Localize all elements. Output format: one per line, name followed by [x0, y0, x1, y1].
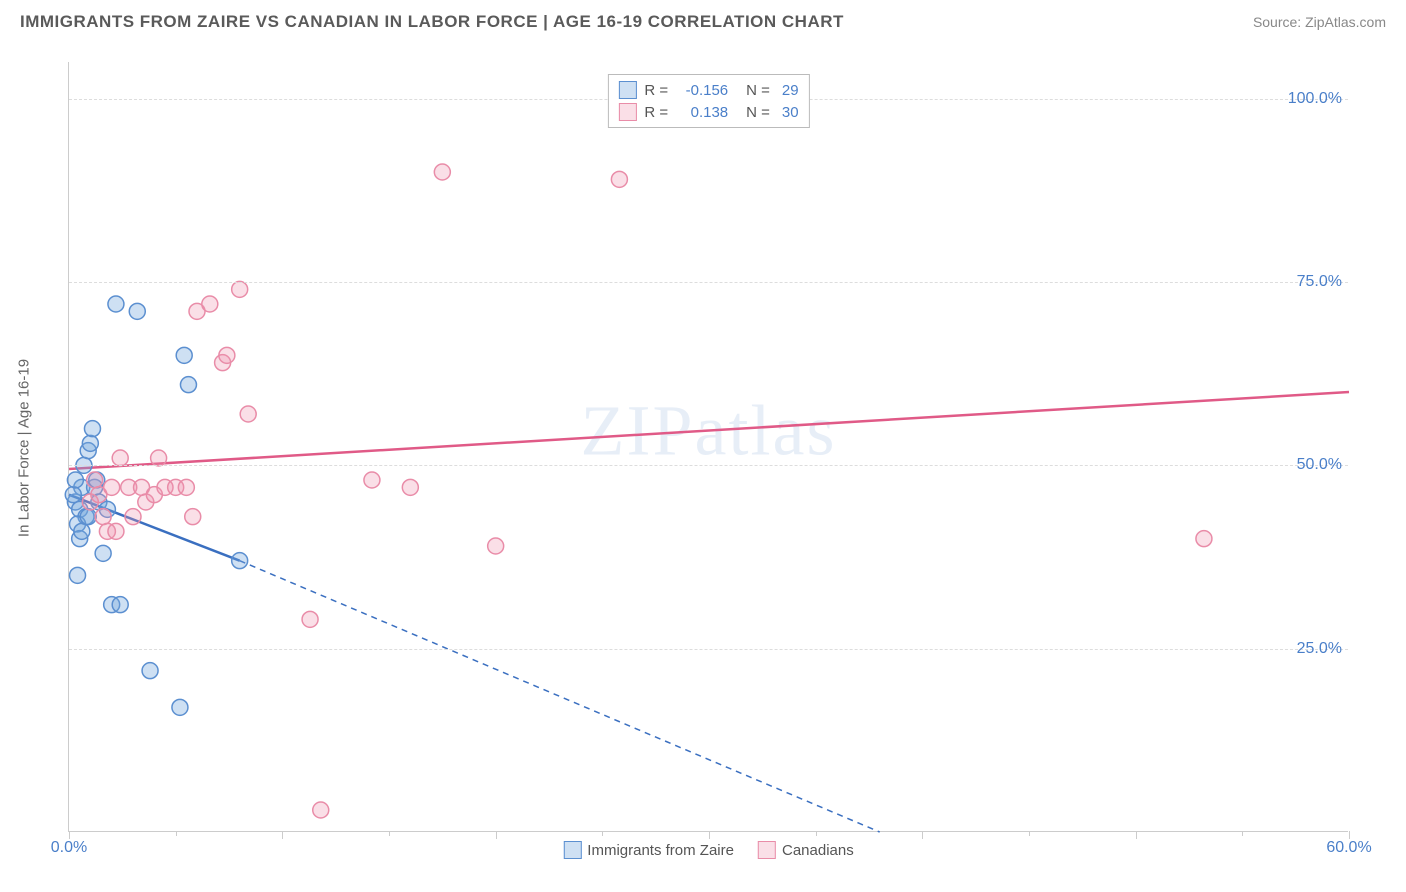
legend-row-canadians: R = 0.138 N = 30	[618, 101, 798, 123]
data-point	[364, 472, 380, 488]
correlation-legend: R = -0.156 N = 29 R = 0.138 N = 30	[607, 74, 809, 128]
y-tick-label: 25.0%	[1297, 640, 1342, 658]
y-axis-label: In Labor Force | Age 16-19	[16, 359, 33, 537]
y-tick-label: 75.0%	[1297, 273, 1342, 291]
legend-item-zaire: Immigrants from Zaire	[563, 841, 734, 859]
x-tick	[496, 831, 497, 839]
series-legend: Immigrants from Zaire Canadians	[563, 841, 853, 859]
data-point	[95, 509, 111, 525]
x-tick	[282, 831, 283, 839]
data-point	[219, 347, 235, 363]
data-point	[151, 450, 167, 466]
data-point	[240, 406, 256, 422]
chart-source: Source: ZipAtlas.com	[1253, 14, 1386, 30]
data-point	[202, 296, 218, 312]
n-label: N =	[746, 82, 770, 99]
gridline	[69, 282, 1348, 283]
plot-svg	[69, 62, 1348, 831]
gridline	[69, 465, 1348, 466]
data-point	[488, 538, 504, 554]
y-tick-label: 100.0%	[1288, 90, 1342, 108]
plot-area: ZIPatlas R = -0.156 N = 29 R = 0.138 N =…	[68, 62, 1348, 832]
y-tick-label: 50.0%	[1297, 456, 1342, 474]
swatch-canadians-icon	[758, 841, 776, 859]
data-point	[125, 509, 141, 525]
data-point	[185, 509, 201, 525]
data-point	[87, 472, 103, 488]
gridline	[69, 649, 1348, 650]
r-value-canadians: 0.138	[676, 104, 728, 121]
data-point	[232, 281, 248, 297]
data-point	[313, 802, 329, 818]
data-point	[129, 303, 145, 319]
x-minor-tick	[1242, 831, 1243, 836]
r-label: R =	[644, 104, 668, 121]
data-point	[1196, 531, 1212, 547]
data-point	[67, 472, 83, 488]
data-point	[178, 479, 194, 495]
data-point	[82, 435, 98, 451]
swatch-zaire	[618, 81, 636, 99]
data-point	[65, 487, 81, 503]
data-point	[74, 523, 90, 539]
chart-header: IMMIGRANTS FROM ZAIRE VS CANADIAN IN LAB…	[0, 0, 1406, 40]
data-point	[95, 545, 111, 561]
x-minor-tick	[1029, 831, 1030, 836]
legend-label-zaire: Immigrants from Zaire	[587, 842, 734, 859]
x-tick	[709, 831, 710, 839]
swatch-zaire-icon	[563, 841, 581, 859]
x-tick-label: 60.0%	[1326, 839, 1371, 857]
data-point	[172, 699, 188, 715]
data-point	[402, 479, 418, 495]
x-tick	[922, 831, 923, 839]
data-point	[112, 450, 128, 466]
chart-title: IMMIGRANTS FROM ZAIRE VS CANADIAN IN LAB…	[20, 12, 844, 32]
data-point	[434, 164, 450, 180]
r-label: R =	[644, 82, 668, 99]
data-point	[112, 597, 128, 613]
data-point	[108, 296, 124, 312]
data-point	[176, 347, 192, 363]
data-point	[104, 479, 120, 495]
swatch-canadians	[618, 103, 636, 121]
n-value-canadians: 30	[782, 104, 799, 121]
trend-line	[69, 392, 1349, 469]
x-minor-tick	[176, 831, 177, 836]
data-point	[80, 509, 96, 525]
chart-container: In Labor Force | Age 16-19 ZIPatlas R = …	[48, 52, 1386, 844]
x-minor-tick	[1136, 831, 1137, 836]
data-point	[302, 611, 318, 627]
data-point	[70, 567, 86, 583]
data-point	[108, 523, 124, 539]
data-point	[611, 171, 627, 187]
x-tick-label: 0.0%	[51, 839, 87, 857]
trend-line-extrap	[240, 561, 880, 832]
data-point	[232, 553, 248, 569]
data-point	[84, 421, 100, 437]
legend-label-canadians: Canadians	[782, 842, 854, 859]
data-point	[142, 663, 158, 679]
x-minor-tick	[389, 831, 390, 836]
r-value-zaire: -0.156	[676, 82, 728, 99]
n-value-zaire: 29	[782, 82, 799, 99]
x-tick	[69, 831, 70, 839]
legend-item-canadians: Canadians	[758, 841, 854, 859]
x-minor-tick	[816, 831, 817, 836]
x-tick	[1349, 831, 1350, 839]
legend-row-zaire: R = -0.156 N = 29	[618, 79, 798, 101]
x-minor-tick	[602, 831, 603, 836]
n-label: N =	[746, 104, 770, 121]
data-point	[180, 377, 196, 393]
